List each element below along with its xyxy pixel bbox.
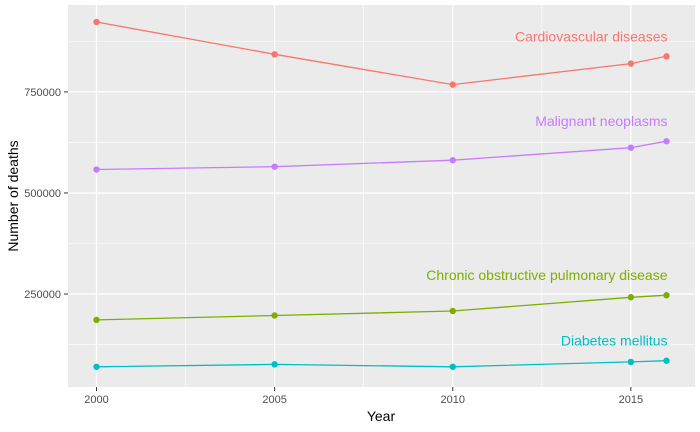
data-point	[449, 307, 456, 315]
x-tick-label: 2010	[441, 394, 465, 406]
x-axis-title: Year	[367, 408, 396, 424]
plot-panel	[68, 5, 695, 387]
y-axis-ticks: 250000 500000 750000	[24, 87, 68, 301]
x-tick-label: 2000	[84, 394, 108, 406]
data-point	[627, 144, 635, 151]
data-point	[271, 51, 278, 58]
data-point	[627, 294, 635, 301]
data-point	[663, 357, 670, 364]
x-tick-label: 2015	[619, 394, 643, 406]
series-label: Diabetes mellitus	[561, 333, 668, 349]
data-point	[627, 358, 635, 366]
series-label: Cardiovascular diseases	[515, 28, 668, 44]
x-tick-label: 2005	[262, 394, 286, 406]
data-point	[663, 138, 670, 145]
series-label: Chronic obstructive pulmonary disease	[426, 267, 667, 283]
series-labels: Cardiovascular diseases Malignant neoplas…	[426, 28, 667, 348]
series-label: Malignant neoplasms	[535, 113, 667, 129]
data-point	[627, 60, 635, 67]
major-gridlines	[68, 5, 695, 387]
data-point	[449, 363, 456, 370]
y-tick-label: 750000	[24, 87, 61, 99]
data-point	[93, 363, 100, 370]
data-point	[663, 53, 670, 60]
minor-gridlines	[68, 5, 695, 387]
x-axis-ticks: 2000 2005 2010 2015	[84, 387, 643, 406]
data-point	[271, 361, 278, 368]
data-point	[93, 316, 100, 324]
data-point	[93, 18, 100, 26]
data-point	[449, 81, 456, 88]
data-point	[449, 157, 456, 164]
y-axis-title: Number of deaths	[5, 140, 21, 251]
y-tick-label: 500000	[24, 188, 61, 200]
data-point	[271, 312, 278, 319]
data-point	[271, 163, 278, 170]
data-point	[663, 292, 670, 299]
data-point	[93, 166, 100, 173]
y-tick-label: 250000	[24, 289, 61, 301]
series-points	[93, 18, 670, 370]
